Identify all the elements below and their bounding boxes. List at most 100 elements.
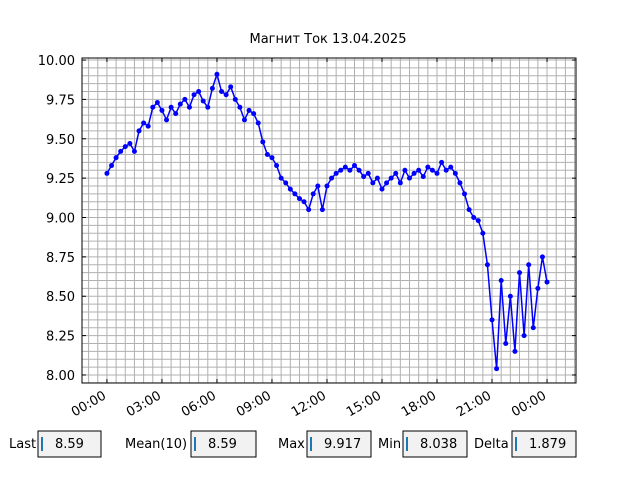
- stat-box: [190, 430, 257, 458]
- y-tick-label: 8.75: [46, 251, 75, 266]
- stat-label: Last: [9, 437, 36, 452]
- data-point: [205, 104, 211, 110]
- y-tick-label: 9.75: [46, 93, 75, 108]
- data-point: [173, 111, 179, 117]
- stat-label: Mean(10): [125, 437, 187, 452]
- y-tick-label: 9.25: [46, 172, 75, 187]
- data-point: [416, 167, 422, 173]
- data-point: [154, 100, 160, 106]
- stat-value: 1.879: [529, 437, 566, 452]
- data-point: [452, 170, 458, 176]
- data-point: [411, 170, 417, 176]
- data-point: [356, 167, 362, 173]
- x-tick-label: 06:00: [179, 388, 219, 420]
- data-point: [104, 170, 110, 176]
- data-point: [214, 71, 220, 77]
- data-point: [324, 183, 330, 189]
- x-tick-label: 09:00: [234, 388, 274, 420]
- data-point: [507, 293, 513, 299]
- stat-box: [511, 430, 577, 458]
- data-point: [503, 340, 509, 346]
- data-point: [182, 96, 188, 102]
- data-point: [186, 104, 192, 110]
- stat-value: 8.59: [55, 437, 84, 452]
- data-point: [544, 279, 550, 285]
- data-point: [329, 175, 335, 181]
- data-point: [443, 167, 449, 173]
- stat-value: 9.917: [324, 437, 361, 452]
- data-point: [342, 164, 348, 170]
- data-point: [319, 207, 325, 213]
- data-point: [379, 186, 385, 192]
- data-point: [228, 84, 234, 90]
- data-point: [402, 167, 408, 173]
- data-point: [209, 85, 215, 91]
- data-point: [223, 92, 229, 98]
- x-tick-label: 15:00: [344, 388, 384, 420]
- x-tick-label: 03:00: [124, 388, 164, 420]
- data-point: [168, 104, 174, 110]
- data-point: [374, 175, 380, 181]
- data-point: [448, 164, 454, 170]
- data-point: [274, 163, 280, 169]
- data-point: [131, 148, 137, 154]
- data-point: [512, 348, 518, 354]
- data-point: [406, 175, 412, 181]
- stat-value: 8.59: [208, 437, 237, 452]
- x-tick-label: 00:00: [69, 388, 109, 420]
- plot-frame: [81, 57, 577, 384]
- data-point: [200, 98, 206, 104]
- data-point: [264, 152, 270, 158]
- data-point: [246, 107, 252, 113]
- data-point: [191, 92, 197, 98]
- data-point: [347, 167, 353, 173]
- stat-box: [37, 430, 102, 458]
- y-tick-label: 10.00: [38, 54, 75, 69]
- data-point: [517, 270, 523, 276]
- data-point: [159, 107, 165, 113]
- data-point: [127, 141, 133, 147]
- data-point: [457, 180, 463, 186]
- data-point: [113, 155, 119, 161]
- data-point: [521, 333, 527, 339]
- x-tick-label: 00:00: [509, 388, 549, 420]
- data-point: [219, 89, 225, 95]
- data-point: [429, 167, 435, 173]
- data-point: [420, 174, 426, 180]
- data-point: [315, 183, 321, 189]
- data-point: [370, 180, 376, 186]
- data-point: [393, 170, 399, 176]
- data-point: [287, 186, 293, 192]
- x-tick-label: 12:00: [289, 388, 329, 420]
- stat-box: [402, 430, 468, 458]
- data-point: [164, 117, 170, 123]
- data-point: [255, 120, 261, 126]
- data-point: [141, 120, 147, 126]
- data-point: [196, 89, 202, 95]
- data-point: [530, 325, 536, 331]
- data-point: [361, 174, 367, 180]
- data-point: [484, 262, 490, 268]
- y-tick-label: 8.00: [46, 369, 75, 384]
- data-point: [397, 180, 403, 186]
- stat-box: [306, 430, 372, 458]
- x-tick-label: 21:00: [454, 388, 494, 420]
- data-point: [310, 191, 316, 197]
- data-point: [494, 366, 500, 372]
- y-tick-label: 8.25: [46, 330, 75, 345]
- data-point: [489, 317, 495, 323]
- data-point: [109, 163, 115, 169]
- stat-label: Delta: [474, 437, 509, 452]
- data-point: [388, 175, 394, 181]
- data-point: [338, 167, 344, 173]
- data-point: [150, 104, 156, 110]
- data-point: [251, 111, 257, 117]
- data-point: [292, 191, 298, 197]
- chart-title: Магнит Ток 13.04.2025: [250, 32, 407, 47]
- data-point: [333, 170, 339, 176]
- data-point: [118, 148, 124, 154]
- data-point: [498, 277, 504, 283]
- data-point: [539, 254, 545, 260]
- data-point: [278, 175, 284, 181]
